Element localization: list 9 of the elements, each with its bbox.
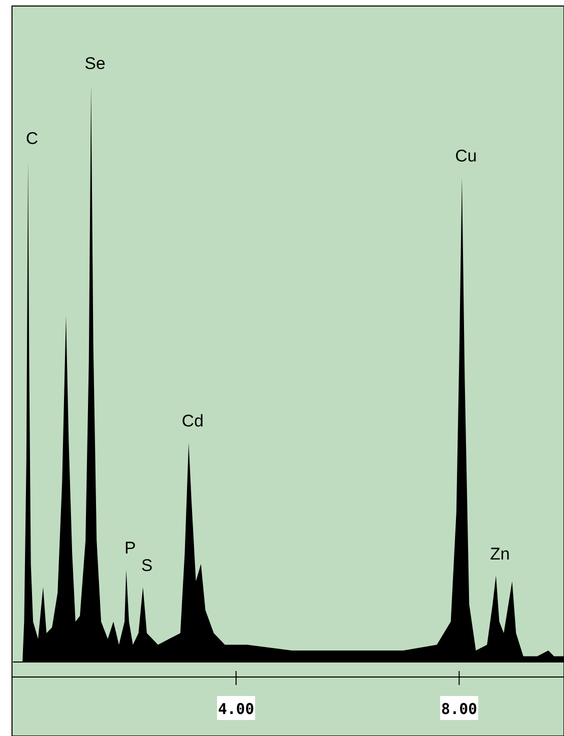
annotation: Zn <box>490 544 510 564</box>
annotation: Cu <box>455 146 477 166</box>
annotation: C <box>26 129 38 148</box>
annotation: Cd <box>182 412 204 431</box>
annotation: Se <box>84 54 106 73</box>
x-tick-label: 4.00 <box>218 700 254 718</box>
x-tick-label: 8.00 <box>441 700 478 718</box>
annotation: P <box>124 538 136 558</box>
annotation: S <box>141 556 153 575</box>
